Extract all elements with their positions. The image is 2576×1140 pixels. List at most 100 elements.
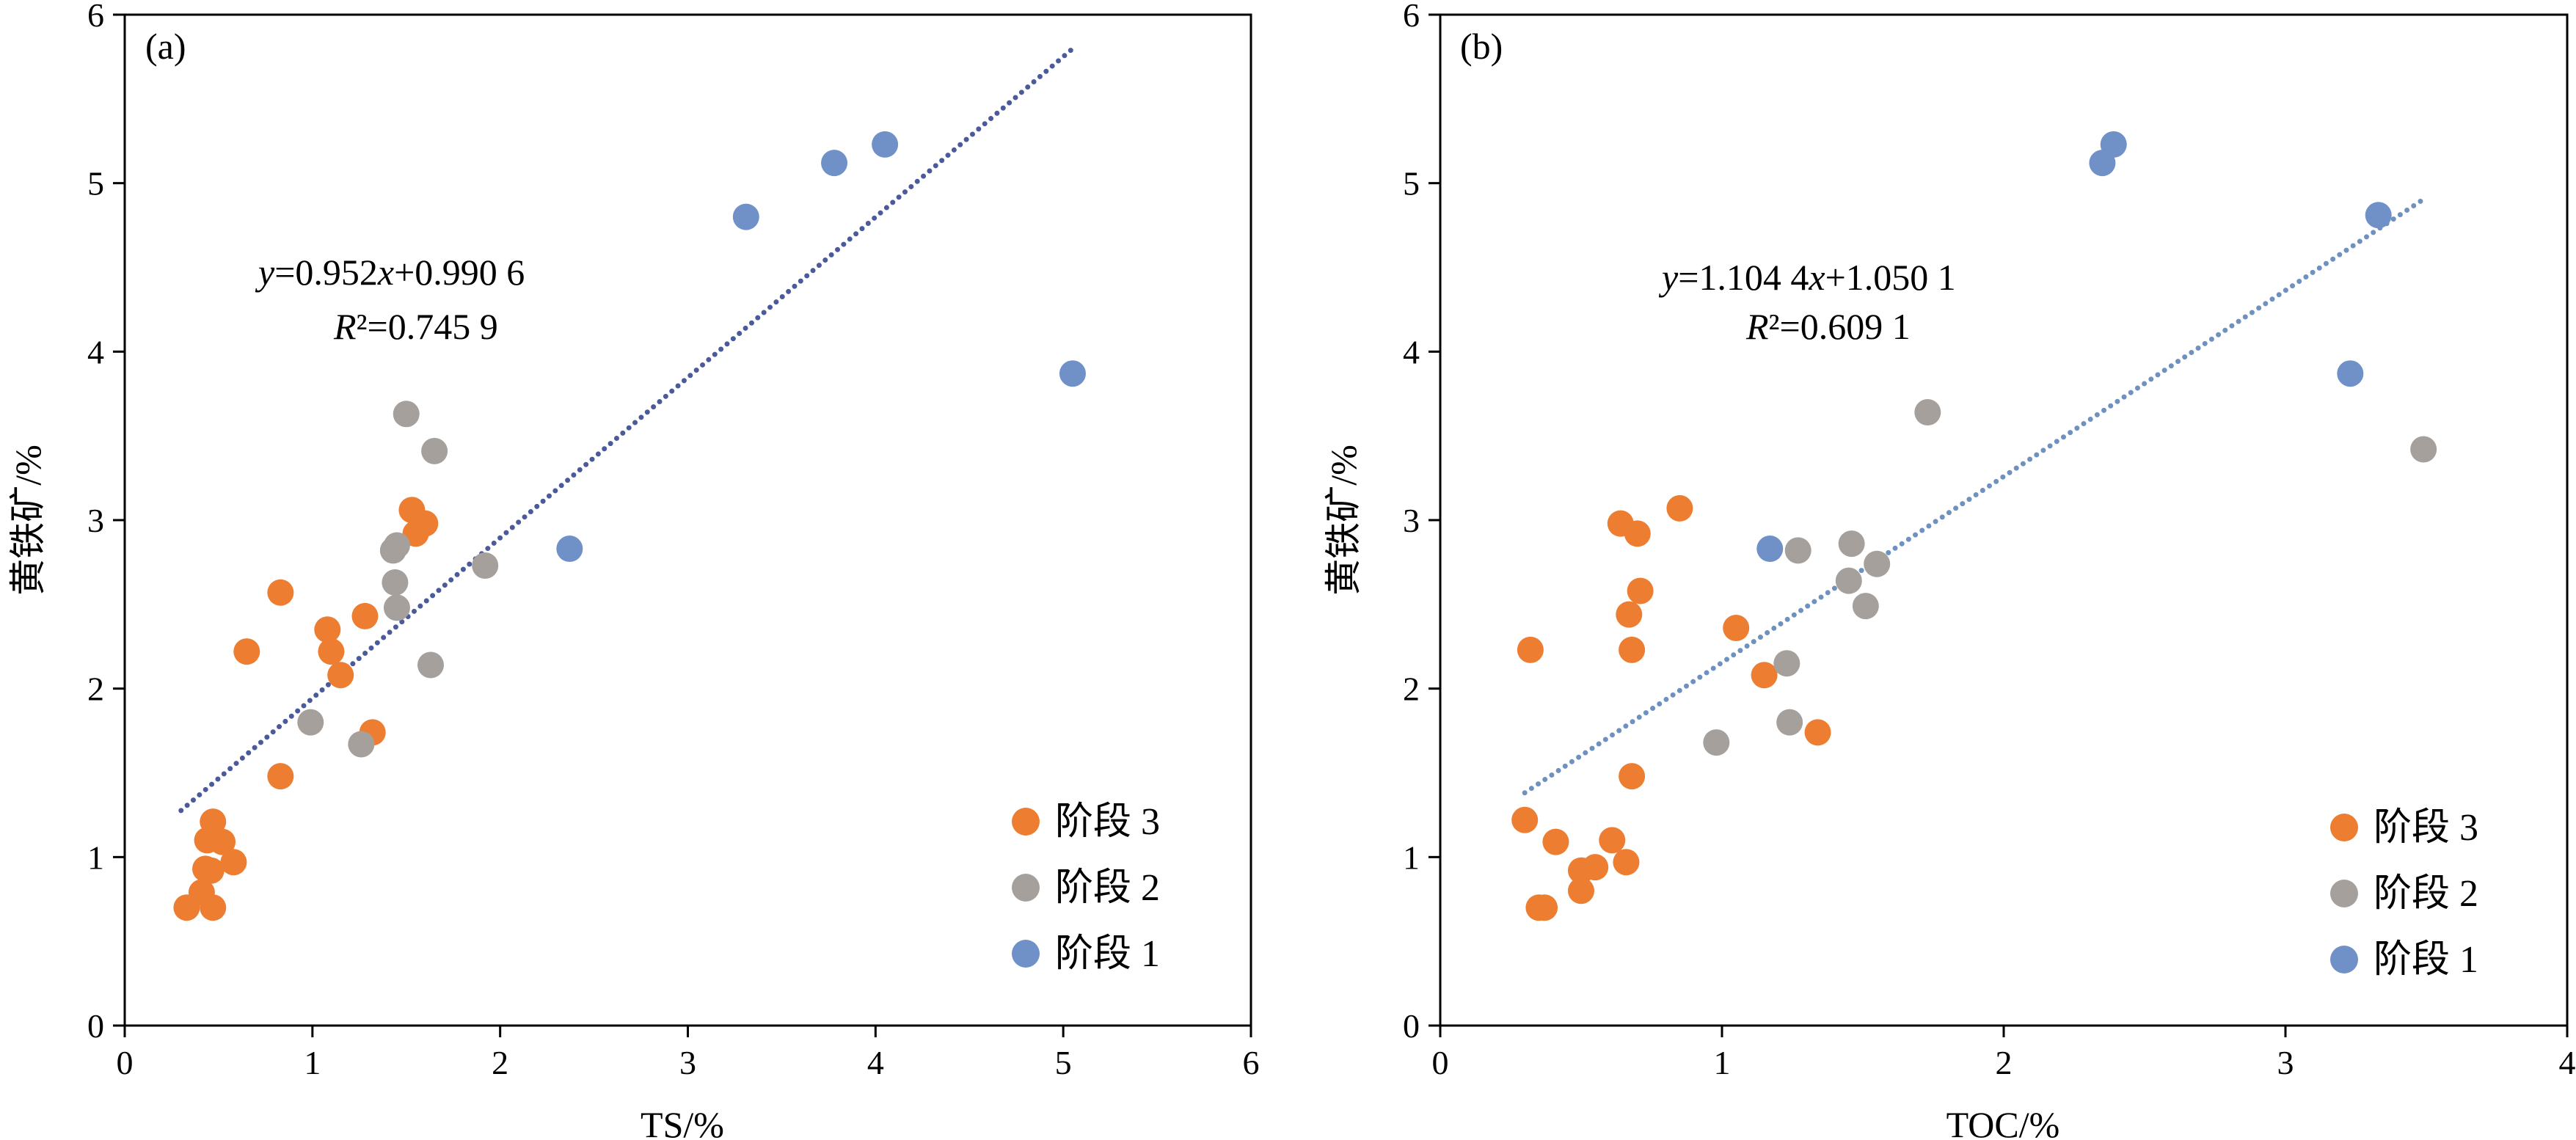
panel-a-y-tick-label: 0 xyxy=(87,1007,104,1045)
panel-a-point-stage2 xyxy=(417,651,445,679)
panel-b-point-stage3 xyxy=(1531,894,1558,921)
panel-a-point-stage1 xyxy=(1059,360,1086,387)
panel-b-point-stage2 xyxy=(2410,436,2437,463)
panel-b-legend-label-stage1: 阶段 1 xyxy=(2374,939,2478,981)
panel-b-x-tick-label: 3 xyxy=(2277,1044,2294,1081)
panel-a-legend-marker-stage3 xyxy=(1012,808,1040,836)
panel-a-point-stage2 xyxy=(297,709,324,736)
panel-a-point-stage3 xyxy=(233,638,260,665)
panel-b-legend-label-stage2: 阶段 2 xyxy=(2374,873,2478,915)
panel-b-trendline-path xyxy=(1522,194,2429,796)
panel-b-point-stage1 xyxy=(2337,360,2364,387)
panel-a-point-stage1 xyxy=(732,203,759,230)
panel-a-legend-marker-stage1 xyxy=(1012,940,1040,968)
panel-a-y-tick-label: 4 xyxy=(87,333,104,370)
panel-a-y-axis-title: 黄铁矿/% xyxy=(7,445,48,596)
panel-a-x-axis-title: TS/% xyxy=(641,1104,724,1140)
panel-a-legend-label-stage2: 阶段 2 xyxy=(1055,867,1160,909)
panel-b-equation-line1: y=1.104 4x+1.050 1 xyxy=(1658,257,1956,298)
panel-a: 0 1 2 3 4 5 6 0 1 2 3 4 5 6 (a) y=0.952x+0.990 6 R²=… xyxy=(7,0,1260,1140)
panel-b-x-axis-title: TOC/% xyxy=(1946,1104,2060,1140)
panel-b-y-axis: 0 1 2 3 4 5 6 xyxy=(1403,0,1440,1045)
panel-b-point-stage3 xyxy=(1751,662,1778,689)
panel-a-point-stage3 xyxy=(197,857,225,884)
panel-b-y-tick-label: 4 xyxy=(1403,333,1420,370)
panel-a-legend-label-stage1: 阶段 1 xyxy=(1055,933,1160,975)
panel-b-point-stage3 xyxy=(1619,763,1646,790)
panel-a-legend-label-stage3: 阶段 3 xyxy=(1055,801,1160,843)
panel-b-point-stage3 xyxy=(1624,520,1651,547)
panel-b-point-stage3 xyxy=(1511,806,1539,833)
panel-a-point-stage2 xyxy=(393,401,420,428)
panel-b-point-stage2 xyxy=(1776,709,1803,736)
panel-b-y-tick-label: 2 xyxy=(1403,671,1420,708)
panel-b-point-stage1 xyxy=(1756,536,1784,563)
panel-b-label: (b) xyxy=(1460,26,1503,67)
panel-b-point-stage1 xyxy=(2365,202,2392,229)
panel-a-legend: 阶段 3 阶段 2 阶段 1 xyxy=(1012,801,1160,975)
panel-b-point-stage2 xyxy=(1703,729,1730,756)
panel-a-point-stage3 xyxy=(318,638,345,665)
panel-b-point-stage2 xyxy=(1773,650,1800,677)
panel-b-point-stage1 xyxy=(2100,131,2127,158)
panel-b-y-tick-label: 1 xyxy=(1403,838,1420,876)
panel-b-y-tick-label: 0 xyxy=(1403,1007,1420,1045)
panel-a-x-tick-label: 6 xyxy=(1243,1044,1260,1081)
panel-a-point-stage2 xyxy=(348,731,375,758)
panel-a-point-stage3 xyxy=(412,510,439,537)
panel-a-x-tick-label: 2 xyxy=(492,1044,508,1081)
panel-b-point-stage3 xyxy=(1568,877,1594,905)
panel-b-point-stage2 xyxy=(1864,550,1891,577)
panel-a-point-stage3 xyxy=(200,808,227,836)
panel-a-y-axis: 0 1 2 3 4 5 6 xyxy=(87,0,125,1045)
panel-b-legend-marker-stage2 xyxy=(2330,880,2358,907)
panel-a-point-stage3 xyxy=(267,763,294,790)
panel-b-point-stage3 xyxy=(1666,494,1693,522)
panel-a-point-stage3 xyxy=(220,849,247,876)
panel-b-point-stage3 xyxy=(1517,636,1544,663)
panel-a-point-stage2 xyxy=(382,569,409,596)
panel-a-y-tick-label: 5 xyxy=(87,165,104,202)
panel-b-trendline xyxy=(1522,194,2429,796)
panel-a-point-stage3 xyxy=(314,616,341,643)
panel-b-point-stage2 xyxy=(1835,567,1862,594)
panel-b-point-stage2 xyxy=(1914,399,1941,426)
panel-b-x-tick-label: 1 xyxy=(1714,1044,1731,1081)
panel-a-x-tick-label: 1 xyxy=(304,1044,321,1081)
panel-b-point-stage3 xyxy=(1599,827,1626,854)
panel-b-point-stage3 xyxy=(1723,614,1750,641)
panel-b-legend: 阶段 3 阶段 2 阶段 1 xyxy=(2330,807,2478,981)
panel-b-y-tick-label: 5 xyxy=(1403,165,1420,202)
panel-b-points xyxy=(1511,131,2437,921)
panel-a-point-stage3 xyxy=(351,602,379,629)
panel-a-point-stage2 xyxy=(472,552,499,580)
panel-b-x-tick-label: 0 xyxy=(1432,1044,1449,1081)
panel-a-y-tick-label: 3 xyxy=(87,502,104,539)
panel-b-x-tick-label: 2 xyxy=(1996,1044,2013,1081)
panel-b-x-axis: 0 1 2 3 4 xyxy=(1432,1026,2576,1081)
panel-a-y-tick-label: 6 xyxy=(87,0,104,34)
panel-b-legend-marker-stage1 xyxy=(2330,946,2358,973)
panel-b-y-axis-title: 黄铁矿/% xyxy=(1323,445,1364,596)
panel-a-label: (a) xyxy=(145,26,186,67)
panel-a-point-stage1 xyxy=(872,131,899,158)
panel-b-y-tick-label: 3 xyxy=(1403,502,1420,539)
panel-a-point-stage2 xyxy=(383,594,410,621)
panel-b-x-tick-label: 4 xyxy=(2559,1044,2576,1081)
panel-b-point-stage3 xyxy=(1582,854,1609,881)
panel-b-legend-marker-stage3 xyxy=(2330,814,2358,841)
panel-a-point-stage3 xyxy=(209,828,236,855)
panel-a-trendline xyxy=(178,45,1076,814)
panel-a-point-stage3 xyxy=(200,894,227,921)
panel-a-x-tick-label: 5 xyxy=(1055,1044,1072,1081)
panel-a-point-stage1 xyxy=(556,536,583,563)
panel-b-point-stage2 xyxy=(1852,593,1879,620)
panel-b-point-stage3 xyxy=(1616,601,1643,628)
panel-a-point-stage2 xyxy=(421,437,448,464)
panel-b: 0 1 2 3 4 0 1 2 3 4 5 6 (b) y=1.104 4x+1.050 1 R²=… xyxy=(1323,0,2576,1140)
panel-b-equation-line2: R²=0.609 1 xyxy=(1745,306,1911,347)
panel-b-point-stage3 xyxy=(1613,849,1640,876)
panel-a-x-tick-label: 0 xyxy=(117,1044,134,1081)
panel-b-point-stage2 xyxy=(1784,537,1811,564)
